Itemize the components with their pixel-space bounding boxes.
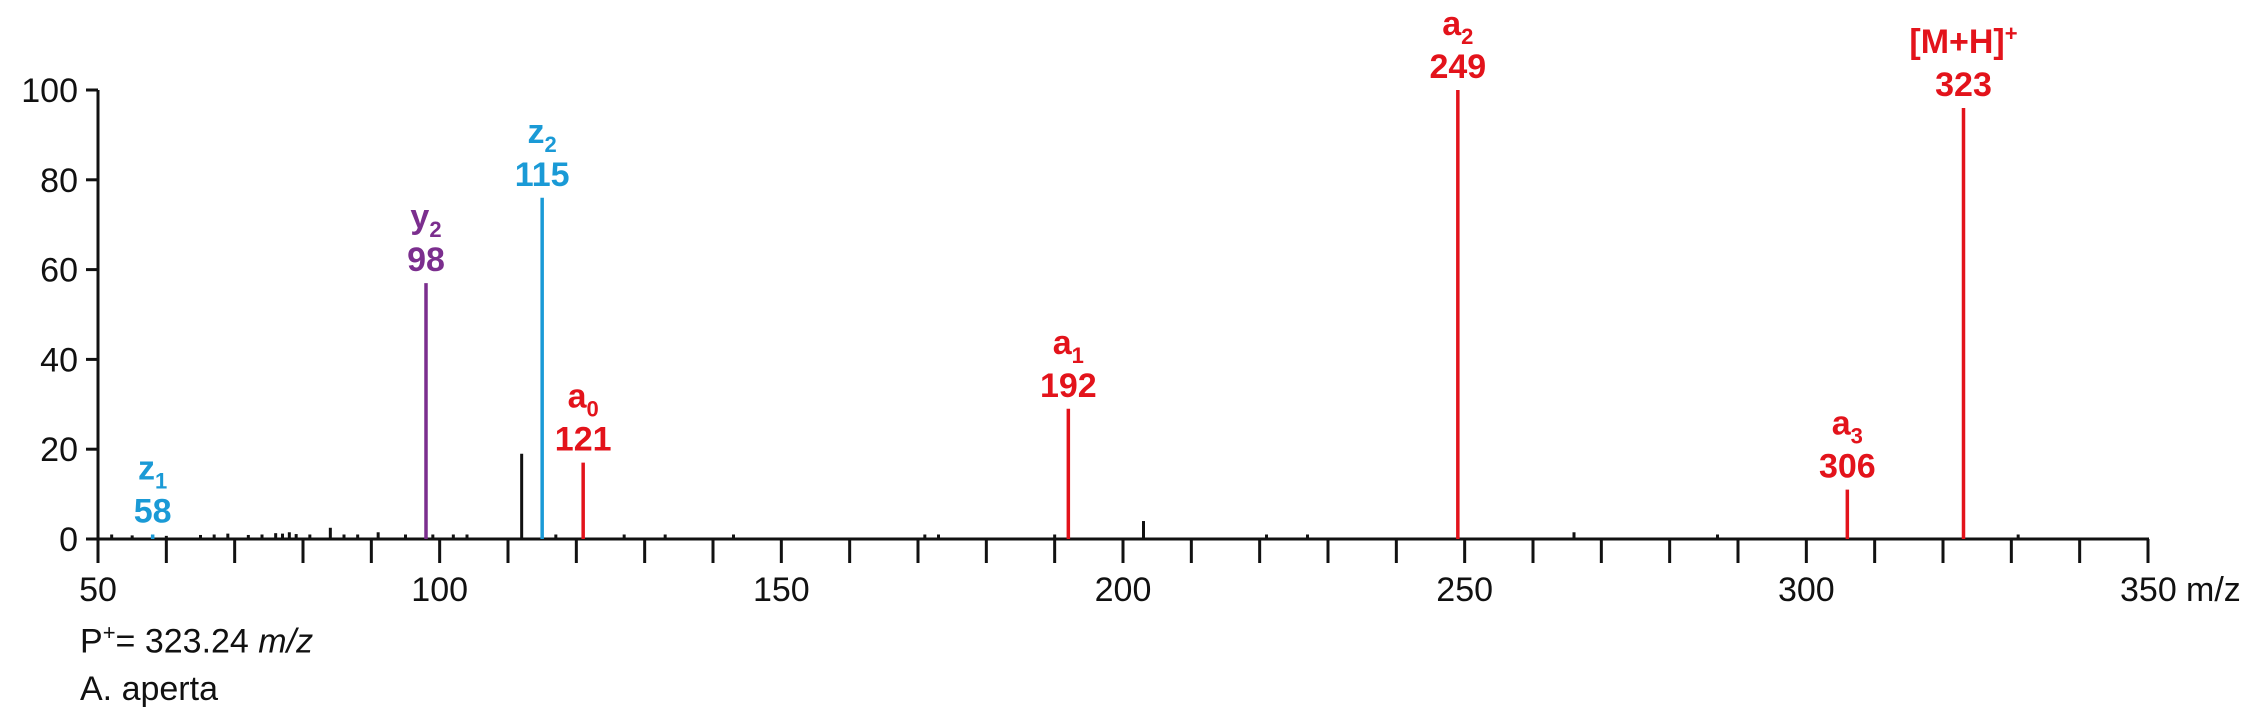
peak-mz-label: 306 [1819,448,1876,486]
ion-subscript: 2 [429,217,441,242]
species-note: A. aperta [80,670,218,708]
peak-mz-label: 192 [1040,367,1097,405]
x-axis-label: m/z [2186,571,2241,609]
peak-ion-label: a1 [1053,324,1084,368]
precursor-value: = 323.24 [115,622,259,661]
ion-name: [M+H] [1909,23,2004,61]
peak-ion-label: z2 [528,113,557,157]
ion-name: a [1442,5,1462,43]
x-tick-label: 300 [1778,571,1835,609]
ion-subscript: 0 [587,397,599,422]
ion-name: z [528,113,545,151]
x-tick-label: 150 [753,571,810,609]
x-tick-label: 100 [411,571,468,609]
x-tick-label: 50 [79,571,117,609]
peak-ion-label: [M+H]+ [1909,21,2017,61]
y-tick-label: 40 [40,341,78,379]
ion-name: a [568,378,588,416]
peak-ion-label: a2 [1442,5,1473,49]
peak-mz-label: 323 [1935,66,1992,104]
peak-mz-label: 249 [1429,48,1486,86]
ion-subscript: 2 [545,132,557,157]
y-tick-label: 60 [40,252,78,290]
ion-name: a [1832,405,1852,443]
precursor-prefix: P [80,622,103,661]
peak-ion-label: z1 [138,450,167,494]
precursor-sup: + [102,620,116,645]
ion-name: y [410,198,429,236]
precursor-note: P+= 323.24 m/z [80,620,313,661]
y-tick-label: 20 [40,431,78,469]
ion-name: a [1053,324,1073,362]
x-tick-label: 200 [1095,571,1152,609]
y-tick-label: 80 [40,162,78,200]
peak-mz-label: 115 [515,156,570,194]
y-tick-label: 0 [59,521,78,559]
x-tick-label: 350 [2120,571,2177,609]
peak-mz-label: 121 [555,421,612,459]
y-tick-label: 100 [21,72,78,110]
peak-ion-label: a0 [568,378,599,422]
ion-subscript: 2 [1461,24,1473,49]
ion-subscript: 1 [1072,343,1084,368]
peak-ion-label: a3 [1832,405,1863,449]
ion-superscript: + [2005,21,2018,46]
precursor-unit: m/z [258,622,314,661]
ion-subscript: 3 [1851,424,1863,449]
x-tick-label: 250 [1436,571,1493,609]
peak-mz-label: 98 [407,241,445,279]
peak-mz-label: 58 [134,493,172,531]
peak-ion-label: y2 [410,198,441,242]
ion-subscript: 1 [155,469,167,494]
ion-name: z [138,450,155,488]
